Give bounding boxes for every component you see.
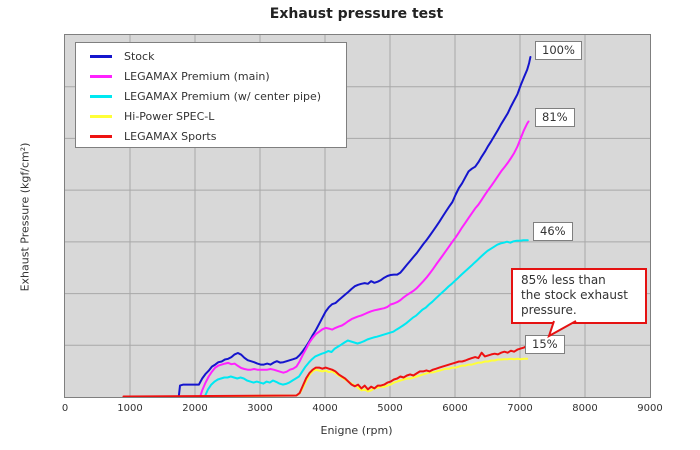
legend: Stock LEGAMAX Premium (main) LEGAMAX Premi…: [75, 42, 347, 148]
legend-item-5: LEGAMAX Sports: [76, 126, 346, 146]
legend-item-1: Stock: [76, 46, 346, 66]
legend-label: Hi-Power SPEC-L: [124, 109, 215, 123]
x-axis-ticks: 0 1000 2000 3000 4000 5000 6000 7000 8000 9000: [0, 403, 700, 417]
legend-swatch: [90, 54, 112, 58]
legend-swatch: [90, 114, 112, 118]
x-tick-5000: 5000: [377, 403, 403, 414]
x-tick-4000: 4000: [312, 403, 338, 414]
legend-item-4: Hi-Power SPEC-L: [76, 106, 346, 126]
x-tick-0: 0: [61, 403, 69, 414]
legend-label: LEGAMAX Premium (main): [124, 69, 270, 83]
series-line-stock: [177, 56, 532, 397]
x-axis-label: Enigne (rpm): [320, 424, 393, 437]
series-line-hi-power-spec-l: [194, 357, 529, 397]
callout-text-line: pressure.: [521, 303, 577, 317]
x-tick-3000: 3000: [247, 403, 273, 414]
x-tick-7000: 7000: [507, 403, 533, 414]
legend-swatch: [90, 94, 112, 98]
series-line-legamax-premium-w-center-pipe: [203, 239, 529, 397]
legend-swatch: [90, 74, 112, 78]
end-label-81%: 81%: [535, 108, 575, 127]
legend-label: LEGAMAX Premium (w/ center pipe): [124, 89, 322, 103]
legend-item-2: LEGAMAX Premium (main): [76, 66, 346, 86]
series-line-legamax-sports: [122, 344, 529, 397]
x-tick-1000: 1000: [117, 403, 143, 414]
x-tick-2000: 2000: [182, 403, 208, 414]
x-tick-6000: 6000: [442, 403, 468, 414]
y-axis-label: Exhaust Pressure (kgf/cm²): [18, 142, 32, 292]
chart-title: Exhaust pressure test: [269, 6, 444, 22]
legend-label: LEGAMAX Sports: [124, 129, 217, 143]
legend-label: Stock: [124, 49, 155, 63]
callout-text-line: the stock exhaust: [521, 288, 628, 302]
end-label-46%: 46%: [533, 222, 573, 241]
end-label-15%: 15%: [525, 335, 565, 354]
callout-tail: [547, 320, 577, 339]
x-tick-9000: 9000: [637, 403, 663, 414]
series-line-legamax-premium-main: [199, 120, 530, 397]
x-tick-8000: 8000: [572, 403, 598, 414]
end-label-100%: 100%: [535, 41, 582, 60]
legend-swatch: [90, 134, 112, 138]
callout-text-line: 85% less than: [521, 273, 606, 287]
legend-item-3: LEGAMAX Premium (w/ center pipe): [76, 86, 346, 106]
callout-box: 85% less than the stock exhaust pressure.: [511, 268, 647, 324]
